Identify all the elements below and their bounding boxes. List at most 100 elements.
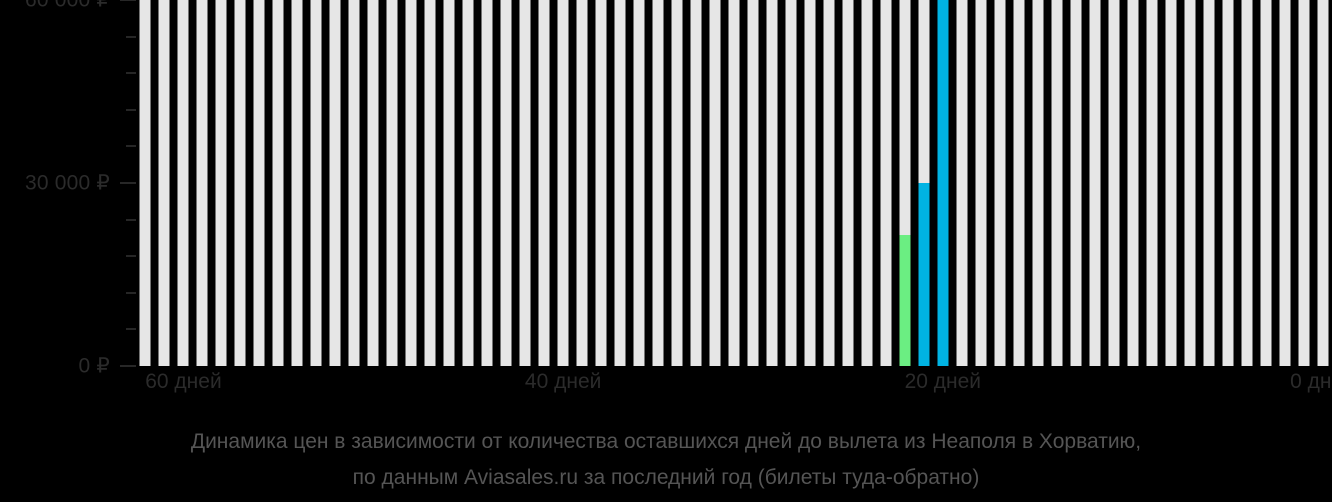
bar-placeholder xyxy=(234,0,246,366)
bar-slot[interactable] xyxy=(725,0,744,366)
bar-slot[interactable] xyxy=(269,0,288,366)
bar-placeholder xyxy=(177,0,189,366)
bar-slot[interactable] xyxy=(687,0,706,366)
bar-placeholder xyxy=(424,0,436,366)
bar-placeholder xyxy=(1203,0,1215,366)
bar-slot[interactable] xyxy=(1047,0,1066,366)
y-axis-label: 30 000 ₽ xyxy=(24,171,110,195)
bar-slot[interactable] xyxy=(762,0,781,366)
bar-slot[interactable] xyxy=(649,0,668,366)
bar-slot[interactable] xyxy=(1104,0,1123,366)
bar-slot[interactable] xyxy=(307,0,326,366)
bar-placeholder xyxy=(329,0,341,366)
bar-slot[interactable] xyxy=(1294,0,1313,366)
bar-slot[interactable] xyxy=(819,0,838,366)
bar-slot[interactable] xyxy=(838,0,857,366)
bar-slot[interactable] xyxy=(971,0,990,366)
bar-slot[interactable] xyxy=(1123,0,1142,366)
bar-slot[interactable] xyxy=(990,0,1009,366)
bar-series xyxy=(136,0,1332,366)
bar-placeholder xyxy=(880,0,892,366)
bar-placeholder xyxy=(861,0,873,366)
chart-caption: Динамика цен в зависимости от количества… xyxy=(0,424,1332,496)
bar-slot[interactable] xyxy=(155,0,174,366)
bar-slot[interactable] xyxy=(933,0,952,366)
bar-slot[interactable] xyxy=(1199,0,1218,366)
bar-slot[interactable] xyxy=(1256,0,1275,366)
bar-slot[interactable] xyxy=(440,0,459,366)
bar-slot[interactable] xyxy=(952,0,971,366)
bar-slot[interactable] xyxy=(345,0,364,366)
bar-slot[interactable] xyxy=(876,0,895,366)
bar-slot[interactable] xyxy=(478,0,497,366)
bar-placeholder xyxy=(348,0,360,366)
bar-slot[interactable] xyxy=(744,0,763,366)
bar-slot[interactable] xyxy=(1142,0,1161,366)
bar-slot[interactable] xyxy=(857,0,876,366)
bar-slot[interactable] xyxy=(136,0,155,366)
bar-slot[interactable] xyxy=(212,0,231,366)
bar-slot[interactable] xyxy=(895,0,914,366)
bar-value[interactable] xyxy=(918,183,930,366)
bar-placeholder xyxy=(1108,0,1120,366)
bar-slot[interactable] xyxy=(573,0,592,366)
bar-slot[interactable] xyxy=(1028,0,1047,366)
bar-slot[interactable] xyxy=(459,0,478,366)
x-axis: 60 дней 40 дней 20 дней 0 дней xyxy=(136,370,1332,410)
y-axis-label: 60 000 ₽ xyxy=(24,0,110,12)
bar-slot[interactable] xyxy=(1180,0,1199,366)
bar-placeholder xyxy=(709,0,721,366)
bar-placeholder xyxy=(481,0,493,366)
bar-slot[interactable] xyxy=(1218,0,1237,366)
bar-placeholder xyxy=(576,0,588,366)
bar-placeholder xyxy=(785,0,797,366)
bar-slot[interactable] xyxy=(497,0,516,366)
bar-slot[interactable] xyxy=(668,0,687,366)
bar-placeholder xyxy=(994,0,1006,366)
bar-slot[interactable] xyxy=(800,0,819,366)
bar-slot[interactable] xyxy=(1237,0,1256,366)
bar-value[interactable] xyxy=(899,234,911,366)
bar-slot[interactable] xyxy=(231,0,250,366)
caption-line-1: Динамика цен в зависимости от количества… xyxy=(190,430,1142,453)
bar-slot[interactable] xyxy=(1161,0,1180,366)
bar-slot[interactable] xyxy=(364,0,383,366)
bar-slot[interactable] xyxy=(421,0,440,366)
bar-placeholder xyxy=(1165,0,1177,366)
bar-slot[interactable] xyxy=(1085,0,1104,366)
bar-placeholder xyxy=(823,0,835,366)
bar-placeholder xyxy=(1146,0,1158,366)
bar-placeholder xyxy=(367,0,379,366)
bar-slot[interactable] xyxy=(611,0,630,366)
bar-placeholder xyxy=(1317,0,1329,366)
bar-slot[interactable] xyxy=(1066,0,1085,366)
bar-placeholder xyxy=(842,0,854,366)
bar-placeholder xyxy=(690,0,702,366)
bar-slot[interactable] xyxy=(535,0,554,366)
bar-value[interactable] xyxy=(937,0,949,366)
bar-placeholder xyxy=(158,0,170,366)
bar-slot[interactable] xyxy=(554,0,573,366)
bar-slot[interactable] xyxy=(402,0,421,366)
bar-slot[interactable] xyxy=(250,0,269,366)
bar-slot[interactable] xyxy=(592,0,611,366)
bar-slot[interactable] xyxy=(706,0,725,366)
bar-slot[interactable] xyxy=(1275,0,1294,366)
bar-slot[interactable] xyxy=(516,0,535,366)
bar-slot[interactable] xyxy=(1009,0,1028,366)
bar-placeholder xyxy=(1127,0,1139,366)
bar-slot[interactable] xyxy=(326,0,345,366)
y-axis-label: 0 ₽ xyxy=(78,354,110,378)
bar-placeholder xyxy=(1184,0,1196,366)
bar-placeholder xyxy=(1241,0,1253,366)
bar-slot[interactable] xyxy=(193,0,212,366)
bar-slot[interactable] xyxy=(914,0,933,366)
bar-slot[interactable] xyxy=(781,0,800,366)
bar-slot[interactable] xyxy=(630,0,649,366)
bar-slot[interactable] xyxy=(288,0,307,366)
y-tick-minor xyxy=(126,291,136,294)
bar-slot[interactable] xyxy=(1313,0,1332,366)
bar-slot[interactable] xyxy=(383,0,402,366)
bar-slot[interactable] xyxy=(174,0,193,366)
bar-placeholder xyxy=(1013,0,1025,366)
